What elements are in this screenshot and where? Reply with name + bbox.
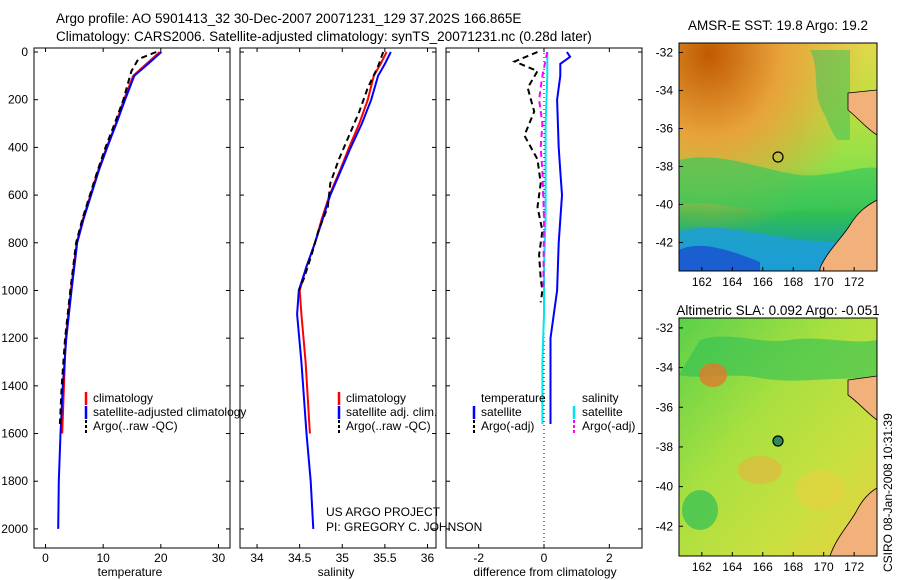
difference-series-0-line	[549, 51, 572, 424]
sla_map-ytick-label: -38	[656, 440, 674, 454]
legend-group-title-temperature: temperature	[481, 391, 546, 405]
difference-xtick-label: -2	[473, 551, 484, 565]
sla_map-ytick-label: -34	[656, 361, 674, 375]
depth-ytick-label: 1200	[1, 331, 28, 345]
sla_map-ytick-label: -42	[656, 519, 674, 533]
salinity-legend: climatology satellite adj. clim. Argo(..…	[337, 391, 437, 433]
sla_map-ytick-label: -36	[656, 400, 674, 414]
difference-series-3-line	[538, 51, 549, 291]
sla_map-ytick-label: -40	[656, 480, 674, 494]
legend-label-temp-argo: Argo(-adj)	[481, 419, 534, 433]
legend-group-title-salinity: salinity	[582, 391, 619, 405]
sla_map-xtick-label: 172	[844, 560, 864, 574]
temperature-series-1-line	[57, 51, 163, 529]
sla_map-xtick-label: 162	[692, 560, 712, 574]
sst-map-frame	[678, 42, 878, 272]
depth-ytick-label: 2000	[1, 522, 28, 536]
salinity-series-group	[296, 51, 392, 529]
plot-title-line2: Climatology: CARS2006. Satellite-adjuste…	[56, 29, 592, 44]
temperature-xtick-label: 30	[212, 551, 226, 565]
depth-ytick-label: 1400	[1, 379, 28, 393]
sst_map-xtick-label: 166	[753, 275, 773, 289]
difference-xlabel: difference from climatology	[473, 565, 616, 579]
salinity-xtick-label: 36	[421, 551, 435, 565]
sla-map-ticks: 162 164 166 168 170 172 -32 -34 -36 -38 -40 -42	[656, 321, 865, 574]
difference-series-1-line	[512, 51, 544, 303]
difference-series-2-line	[541, 52, 549, 424]
sst_map-ytick-label: -32	[656, 46, 674, 60]
sla_map-xtick-label: 170	[814, 560, 834, 574]
legend-label-temp-satellite: satellite	[481, 405, 522, 419]
temperature-xtick-label: 0	[42, 551, 49, 565]
sst_map-xtick-label: 162	[692, 275, 712, 289]
sst_map-ytick-label: -36	[656, 122, 674, 136]
sst_map-ytick-label: -42	[656, 236, 674, 250]
temperature-xtick-label: 20	[154, 551, 168, 565]
sst_map-xtick-label: 170	[814, 275, 834, 289]
sla-argo-marker	[772, 435, 784, 447]
legend-label-argo: Argo(..raw -QC)	[346, 419, 431, 433]
difference-ticks: -2 0 2	[446, 48, 642, 565]
difference-series-group	[512, 51, 572, 424]
legend-label-satellite-adjusted: satellite-adjusted climatology	[93, 405, 246, 419]
difference-legend: temperature satellite Argo(-adj) salinit…	[472, 391, 635, 433]
depth-ytick-label: 800	[8, 236, 28, 250]
sst-argo-marker	[772, 151, 784, 163]
depth-ytick-label: 400	[8, 140, 28, 154]
sst_map-ytick-label: -38	[656, 160, 674, 174]
depth-ytick-label: 1800	[1, 474, 28, 488]
temperature-series-group	[57, 51, 163, 529]
sst_map-ytick-label: -40	[656, 198, 674, 212]
salinity-xtick-label: 34	[250, 551, 264, 565]
depth-ytick-label: 1600	[1, 427, 28, 441]
sla-map-image	[679, 318, 877, 556]
sst_map-xtick-label: 168	[783, 275, 803, 289]
sla_map-xtick-label: 168	[783, 560, 803, 574]
sla_map-xtick-label: 166	[753, 560, 773, 574]
depth-ytick-label: 200	[8, 93, 28, 107]
salinity-xlabel: salinity	[318, 565, 355, 579]
temperature-axes	[33, 47, 231, 549]
sla-map-frame	[678, 317, 878, 557]
difference-xtick-label: 0	[541, 551, 548, 565]
salinity-series-2-line	[297, 51, 385, 291]
salinity-xtick-label: 35.5	[373, 551, 397, 565]
salinity-series-1-line	[296, 51, 392, 529]
credit-line1: US ARGO PROJECT	[326, 505, 441, 519]
sst-map-title: AMSR-E SST: 19.8 Argo: 19.2	[688, 18, 868, 33]
temperature-series-2-line	[58, 51, 157, 425]
depth-ytick-label: 0	[21, 45, 28, 59]
temperature-legend: climatology satellite-adjusted climatolo…	[84, 391, 246, 433]
salinity-axes	[239, 47, 437, 549]
plot-title-line1: Argo profile: AO 5901413_32 30-Dec-2007 …	[56, 11, 521, 26]
sla-map-title: Altimetric SLA: 0.092 Argo: -0.051	[676, 303, 879, 318]
csiro-timestamp: CSIRO 08-Jan-2008 10:31:39	[881, 413, 895, 572]
sst-map-ticks: 162 164 166 168 170 172 -32 -34 -36 -38 -40 -42	[656, 46, 865, 290]
sla_map-xtick-label: 164	[722, 560, 742, 574]
sla_map-ytick-label: -32	[656, 321, 674, 335]
legend-label-climatology: climatology	[93, 391, 153, 405]
sst-map-image	[679, 43, 877, 271]
sst_map-ytick-label: -34	[656, 84, 674, 98]
legend-label-climatology: climatology	[346, 391, 406, 405]
salinity-xtick-label: 35	[336, 551, 350, 565]
sst_map-xtick-label: 164	[722, 275, 742, 289]
difference-xtick-label: 2	[606, 551, 613, 565]
legend-label-argo: Argo(..raw -QC)	[93, 419, 178, 433]
legend-label-satellite-adj: satellite adj. clim.	[346, 405, 437, 419]
depth-ytick-label: 600	[8, 188, 28, 202]
salinity-ticks: 34 34.5 35 35.5 36	[240, 48, 436, 565]
depth-ytick-label: 1000	[1, 283, 28, 297]
salinity-series-0-line	[298, 51, 388, 434]
legend-label-sal-argo: Argo(-adj)	[582, 419, 635, 433]
salinity-xtick-label: 34.5	[288, 551, 312, 565]
credit-line2: PI: GREGORY C. JOHNSON	[326, 520, 482, 534]
temperature-xtick-label: 10	[96, 551, 110, 565]
sst_map-xtick-label: 172	[844, 275, 864, 289]
temperature-ticks: 0 10 20 30 0 200 400 600 800 1000 1200 1400 1600 1800…	[1, 45, 230, 565]
legend-label-sal-satellite: satellite	[582, 405, 623, 419]
temperature-xlabel: temperature	[98, 565, 163, 579]
